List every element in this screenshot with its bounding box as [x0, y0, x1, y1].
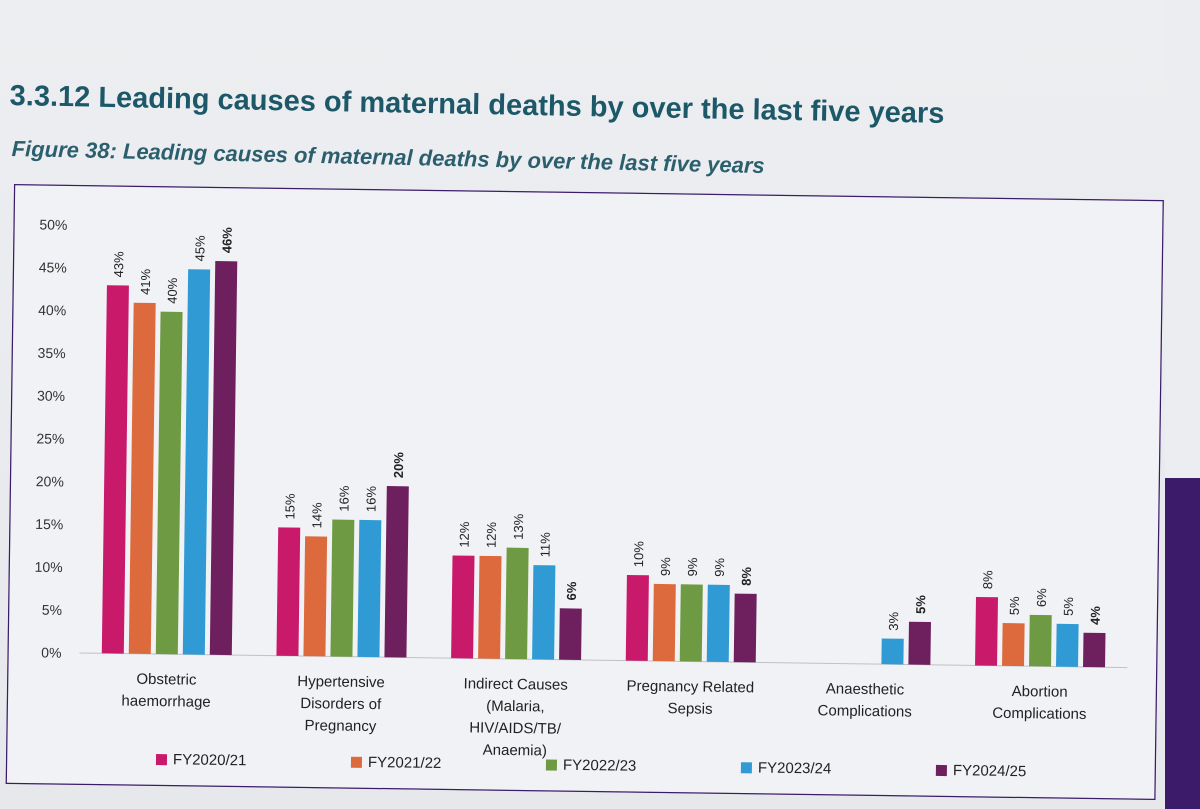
- bar-chart: 0% 5% 10% 15% 20% 25% 30% 35% 40% 45% 50% 43% 15% 12…: [5, 184, 1164, 800]
- data-label: 41%: [138, 268, 153, 295]
- data-label: 14%: [309, 502, 324, 529]
- category-label: (Malaria,: [486, 698, 545, 716]
- data-label: 9%: [685, 557, 700, 576]
- bar: [276, 527, 301, 657]
- data-label: 12%: [484, 521, 499, 548]
- bar: [505, 547, 529, 660]
- y-tick-label: 45%: [39, 259, 67, 275]
- data-label: 8%: [980, 570, 995, 589]
- data-label: 5%: [1007, 596, 1022, 615]
- bar: [1029, 614, 1052, 667]
- bar: [559, 608, 582, 660]
- bar: [881, 638, 904, 665]
- category-label: Sepsis: [667, 700, 712, 718]
- legend-label: FY2022/23: [563, 757, 637, 775]
- bar: [1002, 623, 1025, 667]
- category-label: Indirect Causes: [464, 675, 568, 693]
- data-label: 46%: [219, 227, 234, 254]
- data-label: 9%: [658, 557, 673, 576]
- bar: [733, 593, 757, 663]
- data-label: 5%: [1061, 597, 1076, 616]
- data-label: 6%: [1034, 588, 1049, 607]
- y-tick-label: 35%: [38, 345, 66, 361]
- legend-label: FY2020/21: [173, 751, 247, 769]
- bar: [975, 596, 998, 666]
- bar: [182, 269, 211, 655]
- data-label: 6%: [564, 581, 579, 600]
- bar: [706, 584, 730, 663]
- legend-label: FY2021/22: [368, 754, 442, 772]
- data-label: 9%: [712, 558, 727, 577]
- bar: [478, 555, 502, 659]
- chart-frame: 0% 5% 10% 15% 20% 25% 30% 35% 40% 45% 50% 43% 15% 12…: [5, 184, 1164, 800]
- y-tick-label: 30%: [37, 388, 65, 404]
- data-label: 20%: [391, 452, 406, 479]
- category-label: Complications: [992, 705, 1086, 723]
- category-label: Disorders of: [300, 695, 382, 713]
- bar: [908, 621, 931, 665]
- legend-label: FY2024/25: [953, 762, 1027, 780]
- data-label: 11%: [538, 532, 553, 558]
- y-tick-label: 5%: [42, 602, 62, 618]
- data-label: 10%: [631, 541, 646, 568]
- category-label: Obstetric: [136, 671, 197, 689]
- bar: [451, 555, 475, 659]
- bar: [679, 584, 703, 662]
- section-title: 3.3.12 Leading causes of maternal deaths…: [9, 80, 945, 130]
- category-label: Abortion: [1012, 683, 1068, 701]
- x-axis-line: [79, 652, 1128, 669]
- data-label: 40%: [165, 277, 180, 304]
- data-label: 45%: [192, 235, 207, 262]
- data-label: 3%: [886, 611, 901, 630]
- data-label: 13%: [511, 513, 526, 540]
- legend-swatch: [155, 754, 168, 766]
- data-label: 15%: [282, 493, 297, 520]
- category-label: HIV/AIDS/TB/: [469, 719, 562, 737]
- bar: [532, 565, 556, 660]
- category-label: Anaesthetic: [826, 680, 905, 698]
- bar: [1083, 632, 1106, 668]
- y-tick-label: 20%: [36, 473, 64, 489]
- data-label: 12%: [457, 521, 472, 548]
- y-tick-label: 0%: [41, 644, 61, 660]
- category-label: Pregnancy Related: [626, 678, 754, 697]
- category-label: Pregnancy: [304, 717, 376, 735]
- data-label: 43%: [111, 251, 126, 278]
- y-tick-label: 15%: [35, 516, 63, 532]
- bar: [357, 519, 382, 658]
- bar: [652, 583, 676, 662]
- legend-swatch: [935, 764, 947, 777]
- bar: [330, 519, 355, 657]
- legend-swatch: [545, 759, 558, 771]
- legend-swatch: [350, 756, 363, 768]
- bar: [209, 261, 238, 656]
- data-label: 16%: [336, 485, 351, 512]
- data-label: 5%: [913, 595, 928, 614]
- y-tick-label: 50%: [39, 216, 67, 232]
- category-label: Complications: [817, 702, 911, 720]
- data-label: 16%: [363, 485, 378, 512]
- category-label: haemorrhage: [121, 693, 210, 711]
- bar: [625, 574, 649, 661]
- bar: [384, 486, 409, 658]
- bar: [155, 311, 183, 655]
- bar: [303, 536, 328, 657]
- bar: [101, 285, 129, 654]
- y-tick-label: 10%: [35, 559, 63, 575]
- bar: [1056, 623, 1079, 667]
- data-label: 8%: [739, 566, 754, 585]
- figure-title: Figure 38: Leading causes of maternal de…: [11, 136, 765, 179]
- legend-label: FY2023/24: [758, 759, 832, 777]
- data-label: 4%: [1088, 606, 1103, 625]
- category-label: Anaemia): [483, 742, 547, 760]
- y-tick-label: 40%: [38, 302, 66, 318]
- report-page: 3.3.12 Leading causes of maternal deaths…: [0, 0, 1165, 809]
- legend-swatch: [740, 762, 752, 774]
- y-tick-label: 25%: [36, 430, 64, 446]
- category-label: Hypertensive: [297, 673, 385, 691]
- bar: [128, 302, 156, 654]
